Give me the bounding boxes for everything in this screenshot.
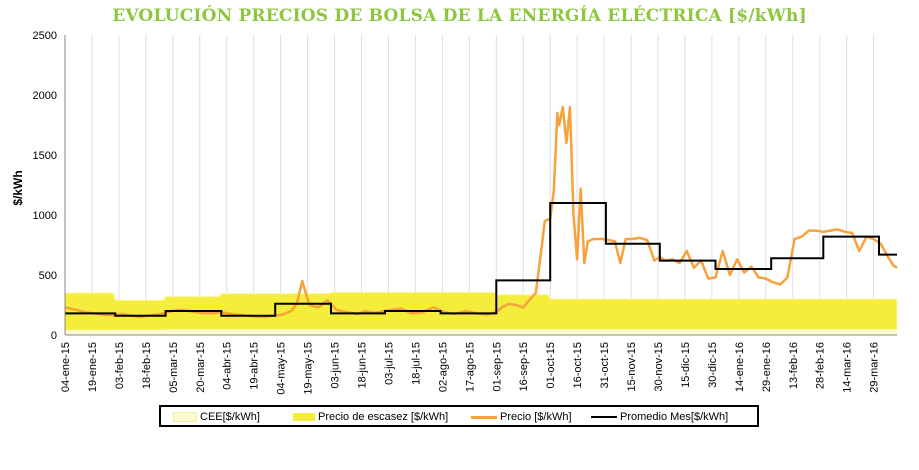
y-tick-label: 1500 (33, 150, 57, 162)
y-tick-label: 2000 (33, 90, 57, 102)
x-tick-label: 16-sep-15 (518, 342, 530, 392)
legend-label-cee: CEE[$/kWh] (200, 411, 260, 423)
legend-swatch-cee (173, 412, 197, 422)
x-tick-label: 29-mar-16 (869, 342, 881, 393)
legend-label-precio: Precio [$/kWh] (500, 411, 572, 423)
x-tick-label: 05-mar-15 (168, 342, 180, 393)
legend-item-promedio: Promedio Mes[$/kWh] (591, 409, 728, 425)
x-tick-label: 03-feb-15 (114, 342, 126, 389)
band-layer (64, 291, 898, 335)
legend-item-escasez: Precio de escasez [$/kWh] (293, 409, 448, 425)
x-tick-label: 01-oct-15 (545, 342, 557, 388)
chart-title: EVOLUCIÓN PRECIOS DE BOLSA DE LA ENERGÍA… (112, 6, 807, 26)
x-tick-label: 19-abr-15 (249, 342, 261, 390)
x-tick-label: 03-jun-15 (330, 342, 342, 388)
series-promedio-line (65, 202, 897, 317)
x-tick-label: 30-dic-15 (707, 342, 719, 388)
legend-swatch-promedio (591, 416, 617, 418)
x-tick-label: 14-ene-16 (734, 342, 746, 392)
x-tick-label: 13-feb-16 (788, 342, 800, 389)
x-tick-label: 04-may-15 (276, 342, 288, 395)
x-tick-label: 31-oct-15 (599, 342, 611, 388)
y-tick-label: 1000 (33, 210, 57, 222)
y-tick-label: 500 (39, 270, 57, 282)
axis-layer: 04-ene-15 19-ene-15 03-feb-15 18-feb-15 05-m… (33, 30, 897, 395)
x-tick-label: 29-ene-16 (761, 342, 773, 392)
grid-layer (64, 35, 875, 335)
x-tick-label: 04-abr-15 (222, 342, 234, 390)
x-tick-label: 15-dic-15 (680, 342, 692, 388)
x-tick-label: 18-jul-15 (410, 342, 422, 385)
line-layer (64, 105, 898, 319)
x-tick-label: 02-ago-15 (437, 342, 449, 392)
x-tick-label: 19-may-15 (303, 342, 315, 395)
x-tick-label: 03-jul-15 (383, 342, 395, 385)
x-tick-label: 16-oct-15 (572, 342, 584, 388)
x-tick-label: 04-ene-15 (60, 342, 72, 392)
legend: CEE[$/kWh] Precio de escasez [$/kWh] Pre… (159, 405, 759, 427)
series-precio-line (64, 105, 898, 319)
x-tick-label: 28-feb-16 (815, 342, 827, 389)
x-tick-label: 14-mar-16 (842, 342, 854, 393)
y-axis-label: $/kWh (11, 170, 25, 205)
legend-item-precio: Precio [$/kWh] (471, 409, 572, 425)
y-tick-label: 2500 (33, 30, 57, 42)
x-tick-label: 30-nov-15 (653, 342, 665, 392)
x-tick-label: 18-jun-15 (357, 342, 369, 388)
legend-swatch-precio (471, 415, 497, 419)
legend-label-escasez: Precio de escasez [$/kWh] (318, 411, 449, 423)
band-cee (65, 329, 897, 335)
x-tick-label: 20-mar-15 (195, 342, 207, 393)
legend-label-promedio: Promedio Mes[$/kWh] (620, 411, 729, 423)
legend-swatch-escasez (293, 413, 315, 421)
y-tick-label: 0 (51, 330, 57, 342)
x-tick-label: 17-ago-15 (464, 342, 476, 392)
x-tick-label: 15-nov-15 (626, 342, 638, 392)
band-escasez (64, 291, 898, 331)
legend-item-cee: CEE[$/kWh] (173, 409, 260, 425)
x-tick-label: 19-ene-15 (87, 342, 99, 392)
x-tick-label: 18-feb-15 (141, 342, 153, 389)
x-tick-label: 01-sep-15 (491, 342, 503, 392)
